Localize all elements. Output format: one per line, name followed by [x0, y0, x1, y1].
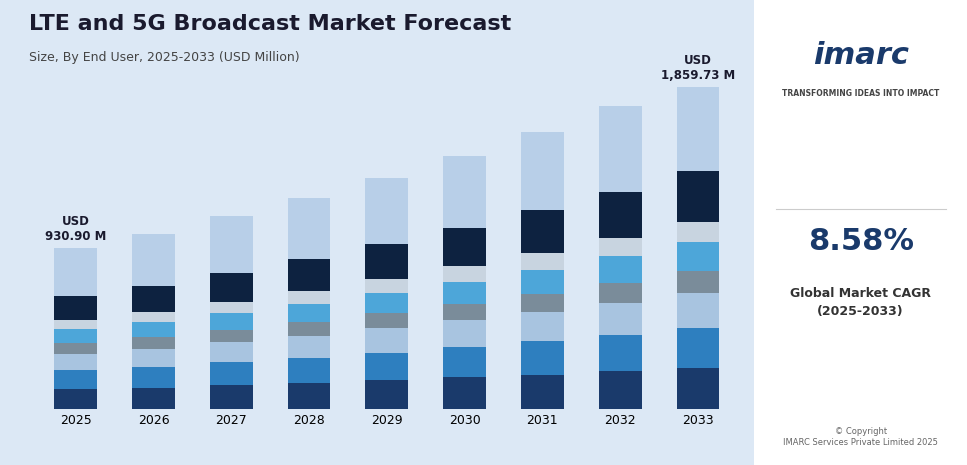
Legend: Video-On-Demand, Mobile TV, Connected Cars, Emergency Alerts, Stadiums, E-Newspa: Video-On-Demand, Mobile TV, Connected Ca…	[44, 464, 557, 465]
Text: imarc: imarc	[812, 41, 909, 70]
Bar	[521, 374, 564, 409]
Bar	[287, 198, 331, 259]
Bar	[599, 371, 641, 409]
Bar	[366, 178, 408, 244]
Bar	[132, 312, 175, 322]
Bar	[443, 304, 486, 320]
Bar	[54, 296, 97, 320]
Bar	[677, 171, 719, 222]
Bar	[132, 286, 175, 312]
Bar	[677, 293, 719, 327]
Text: Global Market CAGR
(2025-2033): Global Market CAGR (2025-2033)	[790, 287, 931, 318]
Bar	[599, 192, 641, 238]
Bar	[599, 106, 641, 192]
Text: TRANSFORMING IDEAS INTO IMPACT: TRANSFORMING IDEAS INTO IMPACT	[782, 88, 939, 98]
Bar	[366, 352, 408, 380]
Bar	[599, 283, 641, 303]
Bar	[443, 266, 486, 282]
Text: LTE and 5G Broadcast Market Forecast: LTE and 5G Broadcast Market Forecast	[29, 14, 512, 34]
Bar	[366, 328, 408, 352]
Bar	[210, 273, 252, 302]
Bar	[677, 242, 719, 271]
Bar	[677, 327, 719, 368]
Bar	[287, 383, 331, 409]
Bar	[443, 228, 486, 266]
Bar	[287, 322, 331, 336]
Bar	[366, 313, 408, 328]
Bar	[54, 320, 97, 330]
Bar	[132, 387, 175, 409]
Bar	[443, 378, 486, 409]
Bar	[210, 330, 252, 342]
Bar	[54, 354, 97, 370]
Bar	[677, 222, 719, 242]
Bar	[132, 367, 175, 387]
Bar	[54, 389, 97, 409]
Bar	[677, 87, 719, 171]
Text: USD
1,859.73 M: USD 1,859.73 M	[660, 53, 735, 82]
Bar	[443, 282, 486, 304]
Bar	[366, 293, 408, 313]
Bar	[287, 291, 331, 304]
Bar	[521, 312, 564, 341]
Bar	[287, 358, 331, 383]
Bar	[677, 271, 719, 293]
Bar	[210, 342, 252, 362]
Bar	[210, 302, 252, 313]
Bar	[366, 279, 408, 293]
Bar	[443, 320, 486, 347]
Bar	[521, 294, 564, 312]
Text: 8.58%: 8.58%	[807, 227, 914, 256]
Text: © Copyright
IMARC Services Private Limited 2025: © Copyright IMARC Services Private Limit…	[783, 427, 938, 447]
Bar	[521, 341, 564, 374]
Bar	[210, 313, 252, 330]
Bar	[599, 238, 641, 256]
Bar	[366, 244, 408, 279]
Bar	[210, 385, 252, 409]
Bar	[443, 347, 486, 378]
Bar	[521, 210, 564, 252]
Bar	[287, 336, 331, 358]
Bar	[677, 368, 719, 409]
Bar	[54, 343, 97, 354]
Bar	[366, 380, 408, 409]
Text: USD
930.90 M: USD 930.90 M	[45, 215, 106, 243]
Bar	[599, 256, 641, 283]
Bar	[599, 335, 641, 371]
Bar	[132, 322, 175, 338]
Bar	[521, 132, 564, 210]
Bar	[599, 303, 641, 335]
Bar	[521, 252, 564, 270]
Bar	[287, 304, 331, 322]
Bar	[54, 330, 97, 343]
Bar	[132, 338, 175, 349]
Bar	[54, 248, 97, 296]
Bar	[132, 234, 175, 286]
Bar	[521, 270, 564, 294]
Bar	[132, 349, 175, 367]
Bar	[210, 362, 252, 385]
Text: Size, By End User, 2025-2033 (USD Million): Size, By End User, 2025-2033 (USD Millio…	[29, 51, 300, 64]
Bar	[287, 259, 331, 291]
Bar	[54, 370, 97, 389]
Bar	[210, 217, 252, 273]
Bar	[443, 156, 486, 228]
